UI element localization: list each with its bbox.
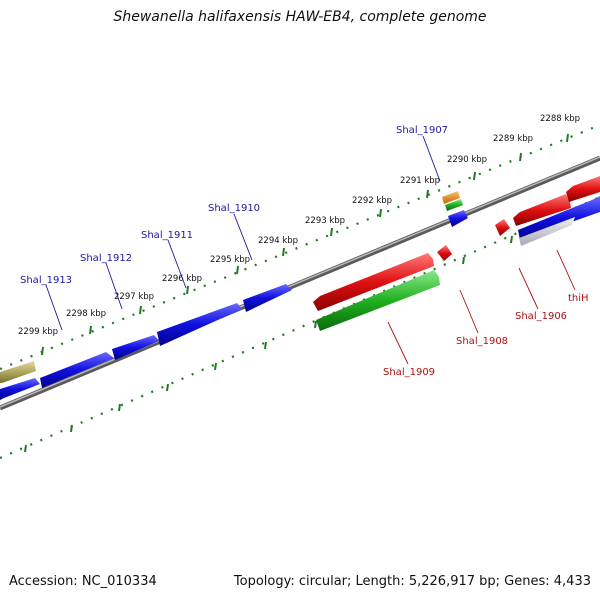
gene-label-shal-1913: Shal_1913 — [20, 275, 72, 286]
gene-label-thih: thiH — [568, 293, 589, 304]
scale-label: 2290 kbp — [447, 155, 487, 165]
gene-label-shal-1907: Shal_1907 — [396, 125, 448, 136]
gene-red-1908 — [437, 245, 452, 261]
gene-blue-1907 — [448, 210, 468, 227]
gene-label-shal-1908: Shal_1908 — [456, 336, 508, 347]
genome-backbone — [0, 155, 600, 411]
gene-blue — [0, 378, 40, 400]
gene-red — [513, 194, 571, 226]
map-title: Shewanella halifaxensis HAW-EB4, complet… — [113, 9, 487, 25]
gene-blue — [112, 335, 159, 360]
outer-major-ticks — [41, 133, 569, 356]
gene-olive — [0, 361, 36, 383]
label-leaders — [45, 135, 576, 365]
gene-label-shal-1910: Shal_1910 — [208, 203, 260, 214]
scale-label: 2296 kbp — [162, 274, 202, 284]
gene-grey — [519, 217, 575, 246]
scale-label: 2293 kbp — [305, 216, 345, 226]
reverse-genes — [313, 176, 600, 331]
gene-orange — [442, 191, 460, 204]
gene-label-shal-1909: Shal_1909 — [383, 367, 435, 378]
scale-label: 2289 kbp — [493, 134, 533, 144]
gene-red-1909 — [313, 253, 434, 311]
gene-labels: Shal_1907 Shal_1910 Shal_1911 Shal_1912 … — [20, 125, 589, 378]
scale-label: 2295 kbp — [210, 255, 250, 265]
inner-major-ticks — [24, 214, 561, 453]
gene-blue — [157, 303, 242, 346]
gene-red-thiH — [566, 176, 600, 202]
accession-text: Accession: NC_010334 — [9, 574, 157, 589]
gene-label-shal-1911: Shal_1911 — [141, 230, 193, 241]
outer-scale-ring — [0, 123, 600, 371]
scale-label: 2292 kbp — [352, 196, 392, 206]
gene-blue — [243, 284, 292, 312]
scale-label: 2297 kbp — [114, 292, 154, 302]
gene-red-1906 — [495, 219, 510, 236]
scale-label: 2298 kbp — [66, 309, 106, 319]
gene-blue — [518, 196, 600, 240]
scale-label: 2294 kbp — [258, 236, 298, 246]
gene-green-small — [445, 199, 463, 211]
forward-genes — [0, 191, 600, 400]
gene-green-1909 — [316, 270, 440, 331]
genome-stats-text: Topology: circular; Length: 5,226,917 bp… — [233, 574, 591, 589]
gene-label-shal-1912: Shal_1912 — [80, 253, 132, 264]
gene-blue — [40, 352, 114, 388]
scale-label: 2299 kbp — [18, 327, 58, 337]
scale-labels: 2288 kbp 2289 kbp 2290 kbp 2291 kbp 2292… — [18, 114, 580, 337]
scale-label: 2291 kbp — [400, 176, 440, 186]
scale-label: 2288 kbp — [540, 114, 580, 124]
gene-label-shal-1906: Shal_1906 — [515, 311, 567, 322]
